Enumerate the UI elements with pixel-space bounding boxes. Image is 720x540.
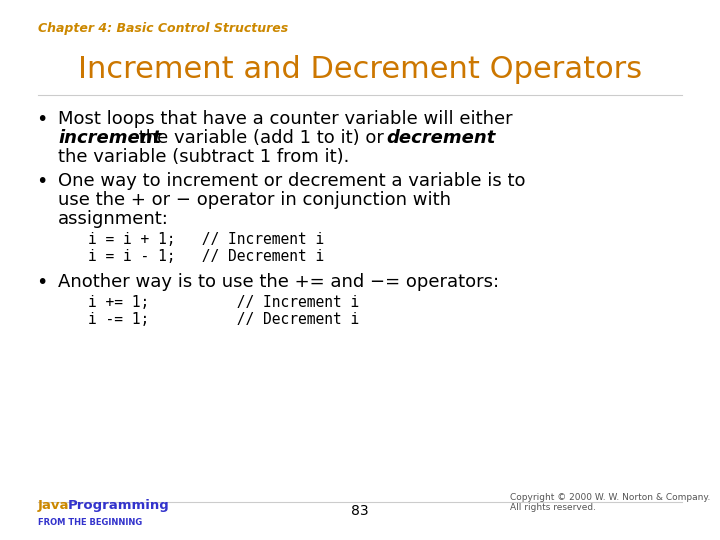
Text: Increment and Decrement Operators: Increment and Decrement Operators: [78, 55, 642, 84]
Text: Java: Java: [38, 499, 74, 512]
Text: i += 1;          // Increment i: i += 1; // Increment i: [88, 295, 359, 310]
Text: i = i - 1;   // Decrement i: i = i - 1; // Decrement i: [88, 249, 324, 264]
Text: One way to increment or decrement a variable is to: One way to increment or decrement a vari…: [58, 172, 526, 190]
Text: Most loops that have a counter variable will either: Most loops that have a counter variable …: [58, 110, 513, 128]
Text: Copyright © 2000 W. W. Norton & Company.
All rights reserved.: Copyright © 2000 W. W. Norton & Company.…: [510, 492, 711, 512]
Text: •: •: [36, 172, 48, 191]
Text: •: •: [36, 110, 48, 129]
Text: increment: increment: [58, 129, 161, 147]
Text: Programming: Programming: [68, 499, 170, 512]
Text: assignment:: assignment:: [58, 210, 169, 228]
Text: FROM THE BEGINNING: FROM THE BEGINNING: [38, 518, 143, 527]
Text: the variable (add 1 to it) or: the variable (add 1 to it) or: [133, 129, 390, 147]
Text: the variable (subtract 1 from it).: the variable (subtract 1 from it).: [58, 148, 349, 166]
Text: Chapter 4: Basic Control Structures: Chapter 4: Basic Control Structures: [38, 22, 288, 35]
Text: 83: 83: [351, 504, 369, 518]
Text: •: •: [36, 273, 48, 292]
Text: i = i + 1;   // Increment i: i = i + 1; // Increment i: [88, 232, 324, 247]
Text: decrement: decrement: [386, 129, 495, 147]
Text: use the + or − operator in conjunction with: use the + or − operator in conjunction w…: [58, 191, 451, 209]
Text: i -= 1;          // Decrement i: i -= 1; // Decrement i: [88, 312, 359, 327]
Text: Another way is to use the += and −= operators:: Another way is to use the += and −= oper…: [58, 273, 499, 291]
